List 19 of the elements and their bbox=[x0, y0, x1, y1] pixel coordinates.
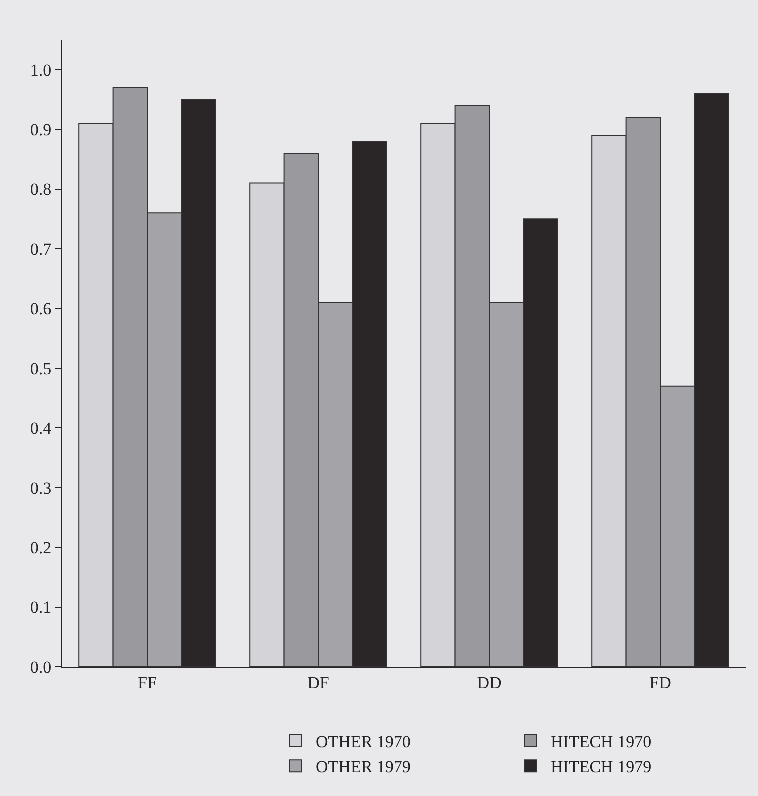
legend-label: OTHER 1970 bbox=[316, 732, 411, 752]
y-tick-label: 0.3 bbox=[30, 478, 52, 498]
text: 1.0 bbox=[30, 60, 52, 80]
y-tick-label: 0.8 bbox=[30, 180, 52, 200]
y-tick-label: 0.6 bbox=[30, 300, 52, 319]
y-tick-label: 0.4 bbox=[30, 419, 52, 438]
y-tick-label: 0.5 bbox=[30, 359, 52, 378]
x-tick-label: FD bbox=[650, 673, 672, 692]
y-tick-label: 0.2 bbox=[30, 538, 52, 558]
x-tick-label: FF bbox=[138, 673, 157, 692]
text: 0.0 bbox=[30, 658, 52, 677]
x-tick-label: DD bbox=[477, 673, 502, 692]
y-tick-label: 0.7 bbox=[30, 240, 52, 259]
y-tick-label: 0.9 bbox=[30, 120, 52, 140]
x-tick-label: DF bbox=[308, 673, 330, 692]
legend-label: OTHER 1979 bbox=[316, 758, 411, 777]
y-tick-label: 0.1 bbox=[30, 598, 52, 618]
legend-label: HITECH 1970 bbox=[551, 732, 652, 752]
legend-label: HITECH 1979 bbox=[551, 758, 652, 777]
